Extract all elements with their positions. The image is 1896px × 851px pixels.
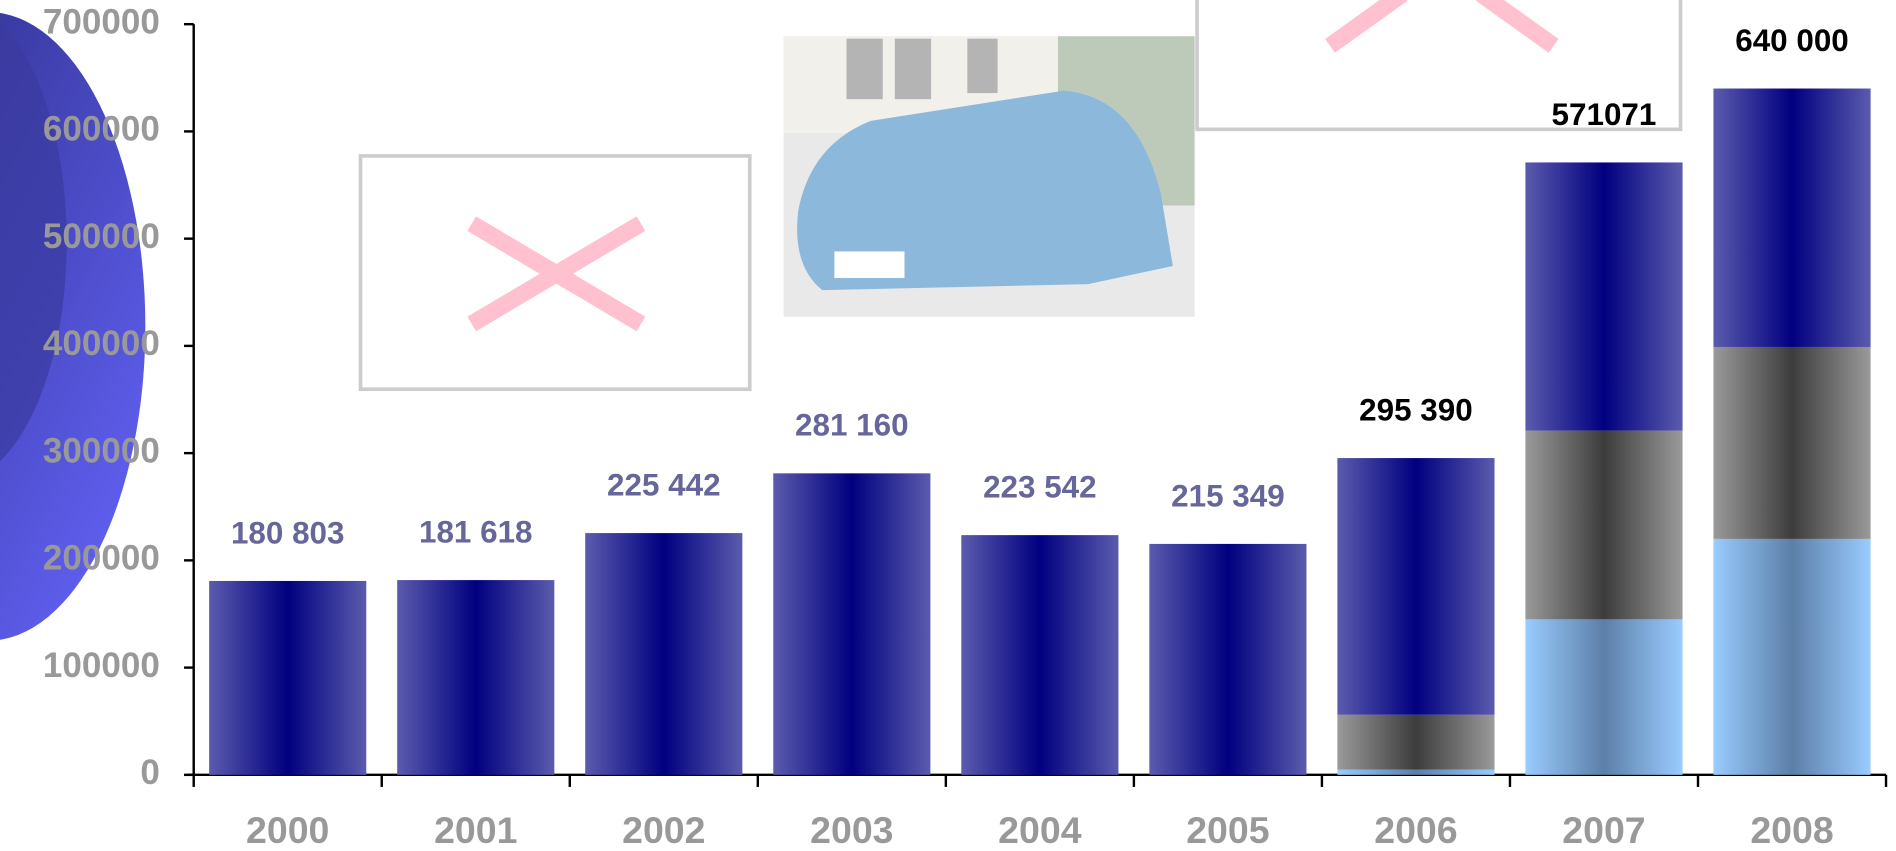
- bar-segment: [397, 580, 554, 775]
- x-tick-label: 2005: [1186, 809, 1269, 851]
- bar-segment: [1149, 544, 1306, 775]
- value-label: 571071: [1552, 97, 1657, 132]
- bar-segment: [1525, 619, 1682, 774]
- x-tick-label: 2008: [1750, 809, 1833, 851]
- bar-segment: [1337, 715, 1494, 770]
- y-tick-label: 300000: [43, 431, 160, 470]
- bar-segment: [1713, 539, 1870, 775]
- x-tick-label: 2003: [810, 809, 893, 851]
- value-label: 225 442: [607, 467, 721, 502]
- body: {"chart_data": {"type": "stacked-bar", "…: [0, 0, 1896, 851]
- bar-segment: [585, 533, 742, 775]
- chart: 0 100000 200000 300000 400000 500000 600000 700…: [0, 0, 1896, 851]
- value-label: 223 542: [983, 469, 1097, 504]
- bar-segment: [1525, 162, 1682, 430]
- bar-segment: [1337, 769, 1494, 774]
- y-tick-label: 700000: [43, 2, 160, 41]
- bar-segment: [209, 581, 366, 775]
- value-label: 180 803: [231, 515, 345, 550]
- bar-segment: [1713, 89, 1870, 347]
- x-tick-label: 2004: [998, 809, 1082, 851]
- y-tick-label: 200000: [43, 539, 160, 578]
- x-tick-label: 2001: [434, 809, 517, 851]
- value-label: 181 618: [419, 514, 533, 549]
- x-tick-label: 2006: [1374, 809, 1457, 851]
- bar-segment: [1713, 347, 1870, 539]
- bar-segment: [1525, 431, 1682, 620]
- bar-segment: [961, 535, 1118, 775]
- y-tick-label: 0: [140, 753, 160, 792]
- page: html, body { margin: 0; padding: 0; widt…: [0, 0, 1896, 851]
- bar-segment: [1337, 458, 1494, 715]
- y-tick-label: 100000: [43, 646, 160, 685]
- value-label: 640 000: [1735, 23, 1849, 58]
- y-tick-label: 500000: [43, 217, 160, 256]
- value-label: 295 390: [1359, 392, 1473, 427]
- x-tick-label: 2007: [1562, 809, 1645, 851]
- y-tick-label: 400000: [43, 324, 160, 363]
- x-tick-label: 2002: [622, 809, 705, 851]
- value-label: 215 349: [1171, 478, 1285, 513]
- bar-segment: [773, 473, 930, 775]
- value-label: 281 160: [795, 408, 909, 443]
- x-tick-label: 2000: [246, 809, 329, 851]
- car-photo: [784, 36, 1195, 316]
- y-tick-label: 600000: [43, 110, 160, 149]
- image-placeholder: [361, 156, 750, 389]
